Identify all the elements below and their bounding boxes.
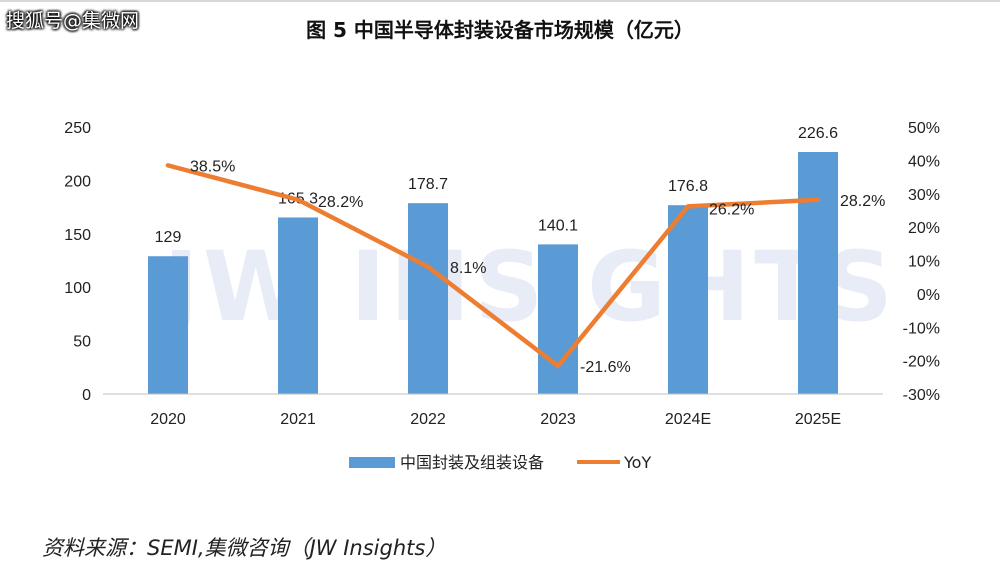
x-tick-label: 2022 — [410, 411, 446, 428]
right-tick-label: 0% — [917, 287, 940, 304]
bar-2020 — [148, 256, 188, 394]
top-border — [0, 0, 1000, 2]
x-tick-label: 2020 — [150, 411, 186, 428]
left-tick-label: 150 — [64, 227, 91, 244]
left-axis-ticks: 0 50 100 150 200 250 — [64, 120, 91, 404]
bar-2024E — [668, 205, 708, 394]
legend-line-label: YoY — [623, 453, 651, 472]
right-axis-ticks: -30% -20% -10% 0% 10% 20% 30% 40% 50% — [903, 120, 940, 404]
legend-bar-swatch — [349, 457, 395, 468]
yoy-label-2022: 8.1% — [450, 260, 486, 277]
legend-bar-label: 中国封装及组装设备 — [400, 453, 544, 472]
right-tick-label: -20% — [903, 354, 940, 371]
x-tick-label: 2023 — [540, 411, 576, 428]
bar-2025E — [798, 151, 838, 394]
bar-label-2020: 129 — [155, 229, 182, 246]
source-note: 资料来源：SEMI,集微咨询（JW Insights） — [42, 536, 447, 560]
left-tick-label: 0 — [82, 387, 91, 404]
left-tick-label: 250 — [64, 120, 91, 137]
x-tick-label: 2024E — [665, 411, 711, 428]
right-tick-label: 50% — [908, 120, 940, 137]
right-tick-label: 20% — [908, 220, 940, 237]
right-tick-label: 40% — [908, 153, 940, 170]
yoy-line — [165, 163, 821, 369]
bar-2023 — [538, 244, 578, 394]
left-tick-label: 100 — [64, 280, 91, 297]
right-tick-label: -30% — [903, 387, 940, 404]
bar-2021 — [278, 217, 318, 394]
left-tick-label: 50 — [73, 334, 91, 351]
left-tick-label: 200 — [64, 173, 91, 190]
chart-title: 图 5 中国半导体封装设备市场规模（亿元） — [306, 18, 694, 42]
yoy-label-2025E: 28.2% — [840, 193, 885, 210]
center-watermark: JW INSIGHTS — [157, 231, 897, 343]
yoy-label-2020: 38.5% — [190, 158, 235, 175]
bar-label-2022: 178.7 — [408, 176, 448, 193]
yoy-series — [165, 163, 821, 369]
right-tick-label: 10% — [908, 254, 940, 271]
yoy-label-2024E: 26.2% — [709, 201, 754, 218]
yoy-data-labels: 38.5% 28.2% 8.1% -21.6% 26.2% 28.2% — [190, 158, 885, 376]
x-tick-label: 2021 — [280, 411, 316, 428]
yoy-label-2021: 28.2% — [318, 194, 363, 211]
bar-2022 — [408, 203, 448, 394]
x-tick-label: 2025E — [795, 411, 841, 428]
x-axis-ticks: 2020 2021 2022 2023 2024E 2025E — [150, 411, 841, 428]
bar-series — [148, 151, 838, 394]
yoy-label-2023: -21.6% — [580, 359, 631, 376]
right-tick-label: -10% — [903, 320, 940, 337]
legend: 中国封装及组装设备 YoY — [349, 453, 651, 472]
bar-label-2025E: 226.6 — [798, 125, 838, 142]
bar-label-2023: 140.1 — [538, 217, 578, 234]
corner-watermark: 搜狐号@集微网 — [6, 10, 140, 32]
bar-label-2024E: 176.8 — [668, 178, 708, 195]
right-tick-label: 30% — [908, 187, 940, 204]
